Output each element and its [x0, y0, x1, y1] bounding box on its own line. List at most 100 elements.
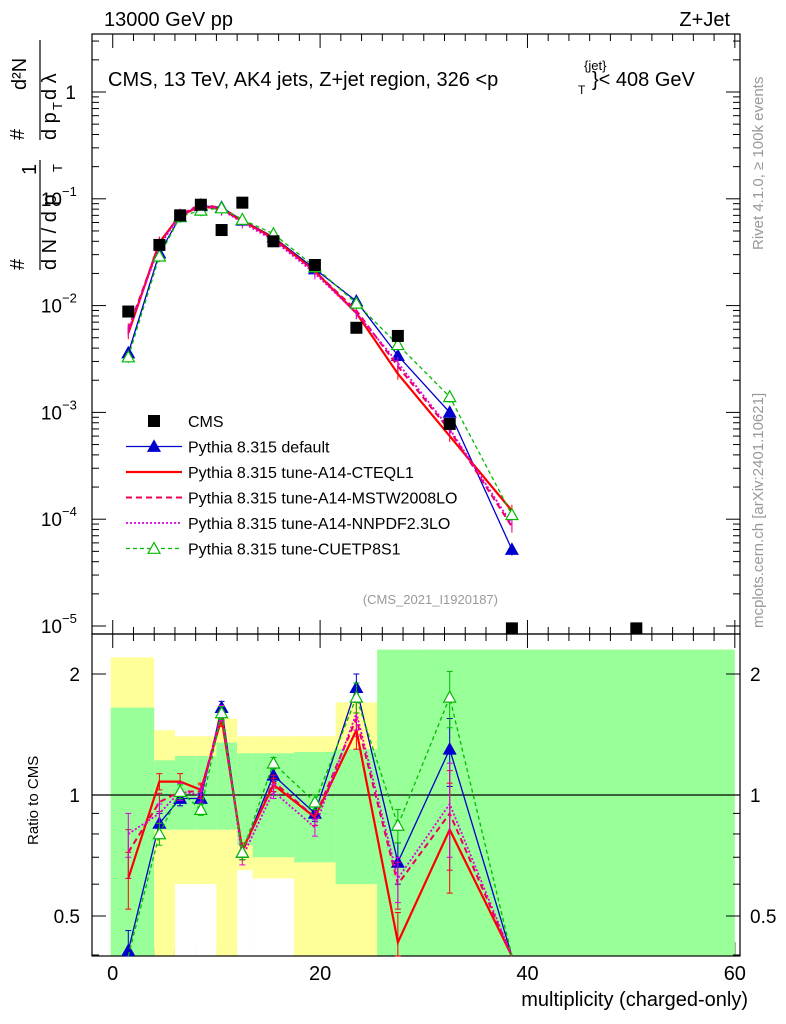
ratio-tick-label: 2: [69, 665, 80, 686]
header-right-label: Z+Jet: [679, 9, 730, 31]
ratio-marker: [266, 755, 281, 769]
series-marker: [442, 405, 457, 418]
header-left-label: 13000 GeV pp: [104, 9, 233, 31]
legend-entry: Pythia 8.315 tune-A14-CTEQL1: [126, 465, 414, 482]
legend-label: Pythia 8.315 tune-A14-CTEQL1: [188, 465, 414, 482]
legend-symbol: [146, 439, 162, 452]
cms-point: [236, 196, 249, 209]
series-3: [127, 198, 513, 533]
series-marker: [349, 296, 364, 309]
y-axis-label-hash2: #: [7, 128, 29, 140]
ratio-tick-label: 0.5: [54, 907, 80, 928]
series-marker: [504, 507, 519, 521]
cms-data: [122, 196, 643, 635]
cms-point: [174, 209, 187, 222]
y-tick-label: 10 −1: [41, 184, 77, 211]
y-axis-label-hash1: #: [7, 258, 29, 270]
x-axis-label: multiplicity (charged-only): [521, 989, 748, 1011]
y-axis-label-frac2-tail: d λ: [39, 73, 61, 100]
series-marker: [121, 349, 136, 363]
ratio-marker: [349, 690, 364, 703]
y-tick-label: 10 −3: [41, 397, 77, 424]
rivet-label: Rivet 4.1.0, ≥ 100k events: [750, 77, 767, 250]
ratio-marker: [235, 845, 250, 858]
legend-entry: Pythia 8.315 tune-A14-NNPDF2.3LO: [126, 516, 450, 533]
y-axis-label-frac1-num: 1: [19, 164, 41, 175]
series-marker: [235, 212, 250, 225]
cms-point: [505, 622, 518, 635]
cms-point: [194, 198, 207, 211]
legend-symbol: [148, 415, 160, 427]
legend-entry: Pythia 8.315 default: [126, 439, 330, 457]
ratio-band-white: [237, 870, 253, 956]
y-tick-label-base: 10: [41, 510, 62, 531]
y-tick-label-exp: −2: [62, 291, 77, 306]
cms-point: [215, 224, 228, 237]
y-tick-label-base: 10: [41, 297, 62, 318]
y-tick-label-base: 10: [41, 617, 62, 638]
ratio-series-line: [127, 695, 513, 957]
ratio-marker: [214, 705, 229, 719]
series-line: [127, 207, 513, 516]
ratio-marker: [173, 784, 188, 797]
ratio-series-line: [127, 712, 513, 957]
chart-title: CMS, 13 TeV, AK4 jets, Z+jet region, 326…: [108, 58, 696, 97]
chart-title-main: CMS, 13 TeV, AK4 jets, Z+jet region, 326…: [108, 69, 498, 91]
ratio-plot: 0 20 40 60 0.5 0.5 1 1 2 2: [54, 633, 776, 985]
x-tick-label: 20: [309, 963, 331, 985]
x-tick-label: 0: [107, 963, 118, 985]
chart-title-tail: }< 408 GeV: [592, 69, 696, 91]
cms-point: [308, 258, 321, 271]
y-axis-label-sub2: T: [50, 102, 65, 110]
cms-point: [350, 321, 363, 334]
y-tick-label-base: 10: [41, 403, 62, 424]
ratio-series-5: [127, 670, 513, 957]
ratio-tick-label: 2: [750, 665, 761, 686]
ratio-marker: [307, 794, 322, 808]
y-tick-label-base: 10: [41, 190, 62, 211]
y-tick-label-exp: −4: [62, 504, 77, 519]
x-tick-label: 60: [724, 963, 746, 985]
ratio-band-green: [418, 649, 735, 956]
ratio-marker: [442, 741, 457, 755]
y-tick-label: 1: [65, 83, 76, 104]
ratio-band-green: [335, 749, 378, 885]
mcplots-label: mcplots.cern.ch [arXiv:2401.10621]: [750, 393, 767, 628]
ratio-band-green: [216, 742, 238, 830]
ratio-tick-label: 1: [750, 786, 761, 807]
ratio-tick-label: 0.5: [750, 907, 776, 928]
ratio-marker: [152, 826, 167, 840]
legend-symbol: [146, 541, 162, 554]
series-marker: [504, 542, 519, 555]
series-marker: [152, 248, 167, 262]
y-axis-label: # 1 d N / d p T # d²N d p T d λ: [7, 40, 65, 270]
legend-label: Pythia 8.315 default: [188, 440, 330, 457]
y-axis-label-frac2-den: d p: [39, 112, 61, 140]
legend-label: Pythia 8.315 tune-A14-MSTW2008LO: [188, 491, 457, 508]
y-axis-label-frac1-den: d N / d p: [39, 194, 61, 270]
y-tick-label: 10 −2: [41, 291, 77, 318]
x-tick-label: 40: [516, 963, 538, 985]
legend-label: Pythia 8.315 tune-CUETP8S1: [188, 542, 401, 559]
y-tick-label-exp: −5: [62, 611, 77, 626]
y-tick-label-base: 1: [65, 83, 76, 104]
ratio-band-white: [174, 884, 196, 956]
ratio-marker: [193, 802, 208, 815]
cms-point: [153, 238, 166, 251]
cms-point: [391, 329, 404, 342]
chart-title-sub: T: [578, 83, 586, 97]
legend-label: CMS: [188, 414, 224, 431]
y-tick-label: 10 −5: [41, 611, 77, 638]
cms-point: [630, 622, 643, 635]
main-y-ticks: [92, 40, 740, 627]
ratio-axis-label: Ratio to CMS: [25, 756, 42, 845]
legend-entry: CMS: [148, 414, 224, 431]
ratio-band-white: [252, 878, 295, 956]
series-marker: [390, 337, 405, 351]
series-marker: [442, 389, 457, 403]
cms-point: [267, 235, 280, 248]
ratio-tick-label: 1: [69, 786, 80, 807]
cms-point: [443, 417, 456, 430]
ratio-band-green: [237, 753, 253, 846]
